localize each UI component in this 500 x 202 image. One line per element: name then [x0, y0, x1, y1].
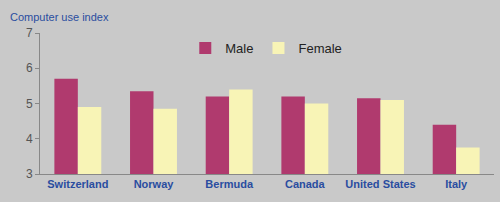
svg-text:Switzerland: Switzerland	[47, 178, 108, 190]
svg-text:6: 6	[26, 61, 33, 75]
svg-text:Computer use index: Computer use index	[10, 11, 109, 23]
svg-text:Bermuda: Bermuda	[205, 178, 254, 190]
svg-text:3: 3	[26, 167, 33, 181]
svg-text:United States: United States	[345, 178, 415, 190]
svg-text:Italy: Italy	[445, 178, 468, 190]
svg-text:Norway: Norway	[134, 178, 175, 190]
svg-text:7: 7	[26, 26, 33, 40]
svg-text:5: 5	[26, 97, 33, 111]
svg-text:Female: Female	[298, 41, 341, 56]
svg-text:4: 4	[26, 132, 33, 146]
svg-text:Canada: Canada	[285, 178, 326, 190]
svg-text:Male: Male	[225, 41, 253, 56]
